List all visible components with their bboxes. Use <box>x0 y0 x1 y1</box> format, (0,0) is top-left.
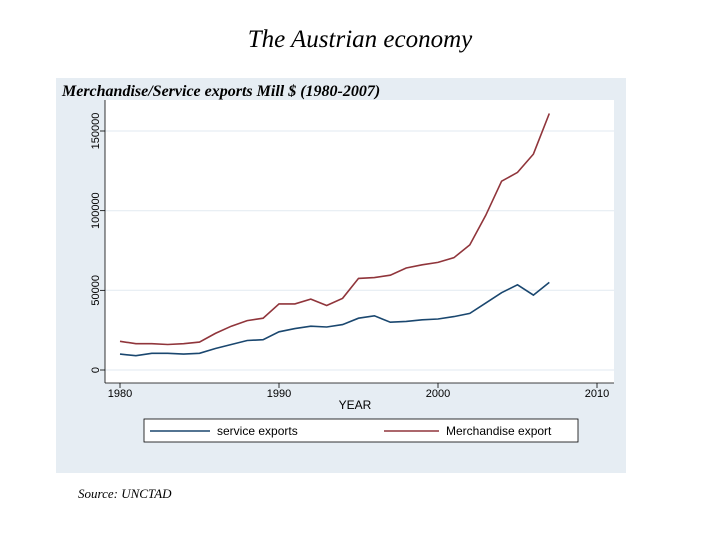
axes: 0 50000 100000 150000 1980 1990 2000 2010 <box>90 100 614 400</box>
y-tick-label: 0 <box>90 367 102 373</box>
legend: service exports Merchandise export <box>143 418 579 443</box>
series-line-service-exports <box>119 281 550 357</box>
plot-area <box>105 100 614 383</box>
x-tick-label: 1990 <box>267 388 291 400</box>
chart-title: Merchandise/Service exports Mill $ (1980… <box>62 83 381 100</box>
legend-box <box>143 418 579 443</box>
legend-label: service exports <box>217 424 298 438</box>
x-tick-label: 2010 <box>585 388 609 400</box>
series-lines <box>119 113 551 357</box>
y-tick-label: 150000 <box>90 113 102 150</box>
y-tick-label: 50000 <box>90 275 102 306</box>
x-axis-title: YEAR <box>339 398 372 412</box>
x-tick-label: 2000 <box>426 388 450 400</box>
y-tick-label: 100000 <box>90 192 102 229</box>
x-tick-label: 1980 <box>108 388 132 400</box>
source-note: Source: UNCTAD <box>78 486 172 501</box>
series-line-merchandise-export <box>119 113 551 346</box>
slide-title: The Austrian economy <box>247 26 473 53</box>
gridlines <box>105 130 614 371</box>
legend-label: Merchandise export <box>446 424 552 438</box>
